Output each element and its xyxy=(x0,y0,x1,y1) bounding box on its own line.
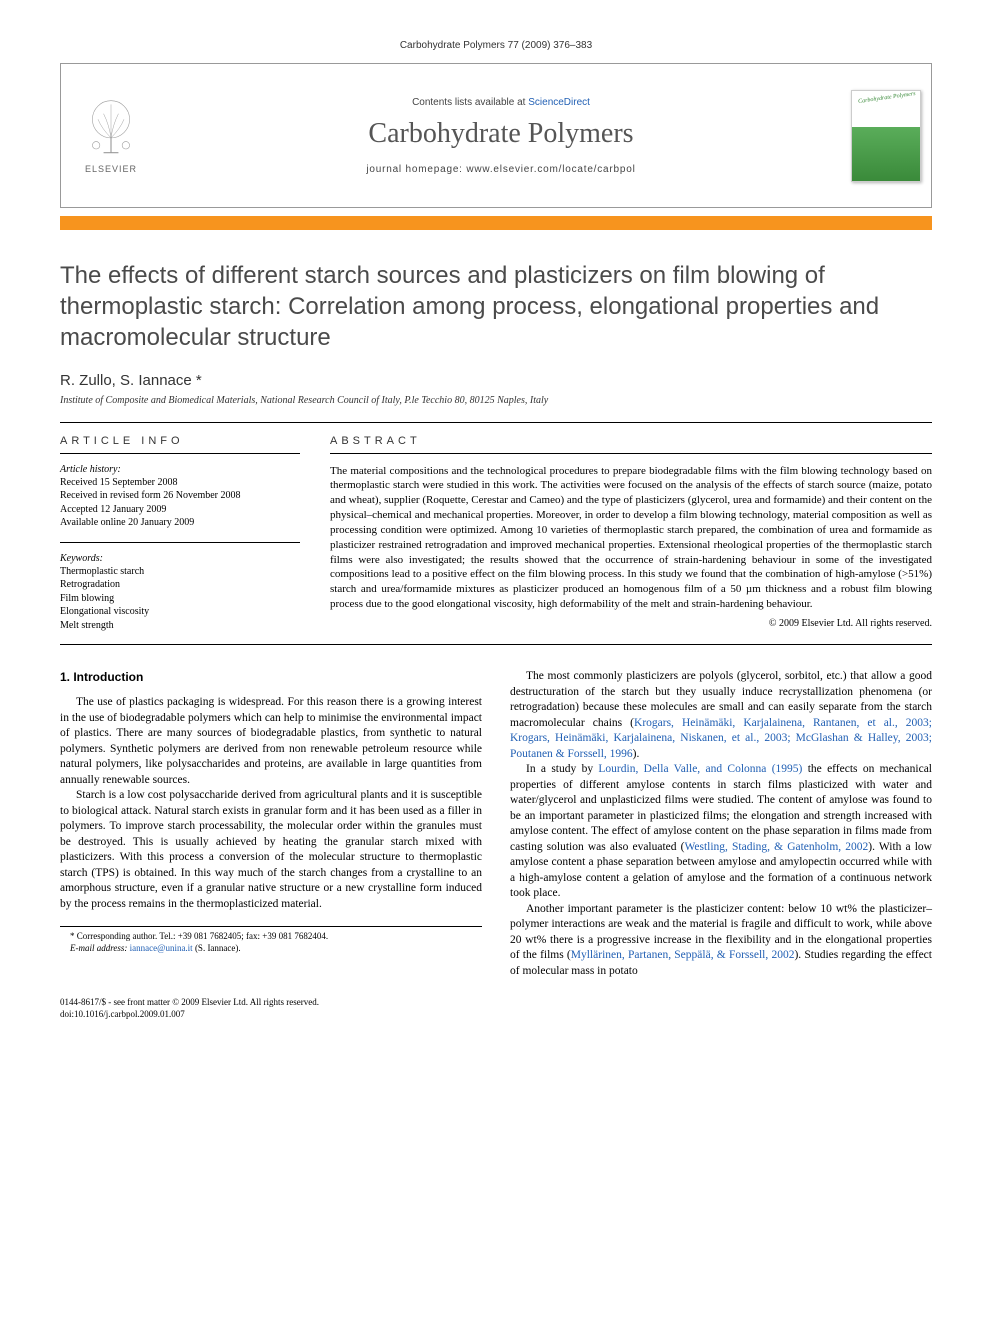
homepage-prefix: journal homepage: xyxy=(366,164,466,175)
abstract-label: ABSTRACT xyxy=(330,435,932,447)
keyword-item: Elongational viscosity xyxy=(60,605,300,619)
header-center: Contents lists available at ScienceDirec… xyxy=(161,64,841,207)
citation-link[interactable]: Myllärinen, Partanen, Seppälä, & Forssel… xyxy=(571,949,795,961)
history-label: Article history: xyxy=(60,464,300,475)
footnotes-block: * Corresponding author. Tel.: +39 081 76… xyxy=(60,926,482,954)
body-paragraph: The most commonly plasticizers are polyo… xyxy=(510,669,932,762)
body-text: the effects on mechanical properties of … xyxy=(510,763,932,853)
history-item: Received in revised form 26 November 200… xyxy=(60,489,300,503)
body-paragraph: The use of plastics packaging is widespr… xyxy=(60,695,482,788)
publisher-name: ELSEVIER xyxy=(85,164,137,174)
homepage-url: www.elsevier.com/locate/carbpol xyxy=(466,164,635,175)
citation-link[interactable]: Westling, Stading, & Gatenholm, 2002 xyxy=(684,841,868,853)
citation-line: Carbohydrate Polymers 77 (2009) 376–383 xyxy=(60,40,932,51)
body-text: ). xyxy=(633,748,640,760)
keyword-item: Thermoplastic starch xyxy=(60,565,300,579)
divider xyxy=(330,453,932,454)
abstract-column: ABSTRACT The material compositions and t… xyxy=(330,435,932,633)
body-text: In a study by xyxy=(526,763,598,775)
email-link[interactable]: iannace@unina.it xyxy=(130,943,193,953)
body-paragraph: In a study by Lourdin, Della Valle, and … xyxy=(510,762,932,902)
contents-prefix: Contents lists available at xyxy=(412,97,528,108)
keyword-item: Film blowing xyxy=(60,592,300,606)
keyword-item: Retrogradation xyxy=(60,578,300,592)
accent-bar xyxy=(60,216,932,230)
corresponding-author-note: * Corresponding author. Tel.: +39 081 76… xyxy=(60,931,482,943)
cover-title-text: Carbohydrate Polymers xyxy=(858,91,916,105)
abstract-text: The material compositions and the techno… xyxy=(330,464,932,612)
article-title: The effects of different starch sources … xyxy=(60,260,932,354)
footer-doi: doi:10.1016/j.carbpol.2009.01.007 xyxy=(60,1009,932,1021)
body-paragraph: Another important parameter is the plast… xyxy=(510,902,932,980)
divider xyxy=(60,644,932,645)
divider xyxy=(60,453,300,454)
journal-header-box: ELSEVIER Contents lists available at Sci… xyxy=(60,63,932,208)
journal-name: Carbohydrate Polymers xyxy=(368,118,633,150)
publisher-logo: ELSEVIER xyxy=(61,64,161,207)
divider xyxy=(60,542,300,543)
keyword-item: Melt strength xyxy=(60,619,300,633)
body-paragraph: Starch is a low cost polysaccharide deri… xyxy=(60,788,482,912)
history-item: Available online 20 January 2009 xyxy=(60,516,300,530)
footer-meta: 0144-8617/$ - see front matter © 2009 El… xyxy=(60,997,932,1020)
email-suffix: (S. Iannace). xyxy=(193,943,241,953)
abstract-copyright: © 2009 Elsevier Ltd. All rights reserved… xyxy=(330,618,932,629)
authors-line: R. Zullo, S. Iannace * xyxy=(60,372,932,389)
email-label: E-mail address: xyxy=(70,943,130,953)
contents-available-line: Contents lists available at ScienceDirec… xyxy=(412,97,590,108)
info-abstract-row: ARTICLE INFO Article history: Received 1… xyxy=(60,435,932,633)
article-info-label: ARTICLE INFO xyxy=(60,435,300,447)
sciencedirect-link[interactable]: ScienceDirect xyxy=(528,97,590,108)
footer-front-matter: 0144-8617/$ - see front matter © 2009 El… xyxy=(60,997,932,1009)
section-heading-introduction: 1. Introduction xyxy=(60,669,482,685)
journal-homepage-line: journal homepage: www.elsevier.com/locat… xyxy=(366,164,635,175)
elsevier-tree-icon xyxy=(81,97,141,162)
affiliation-line: Institute of Composite and Biomedical Ma… xyxy=(60,395,932,406)
history-item: Accepted 12 January 2009 xyxy=(60,503,300,517)
article-info-column: ARTICLE INFO Article history: Received 1… xyxy=(60,435,300,633)
history-item: Received 15 September 2008 xyxy=(60,476,300,490)
citation-link[interactable]: Lourdin, Della Valle, and Colonna (1995) xyxy=(598,763,802,775)
email-line: E-mail address: iannace@unina.it (S. Ian… xyxy=(60,943,482,955)
cover-thumbnail: Carbohydrate Polymers xyxy=(841,64,931,207)
divider xyxy=(60,422,932,423)
keywords-label: Keywords: xyxy=(60,553,300,564)
body-two-column: 1. Introduction The use of plastics pack… xyxy=(60,669,932,979)
